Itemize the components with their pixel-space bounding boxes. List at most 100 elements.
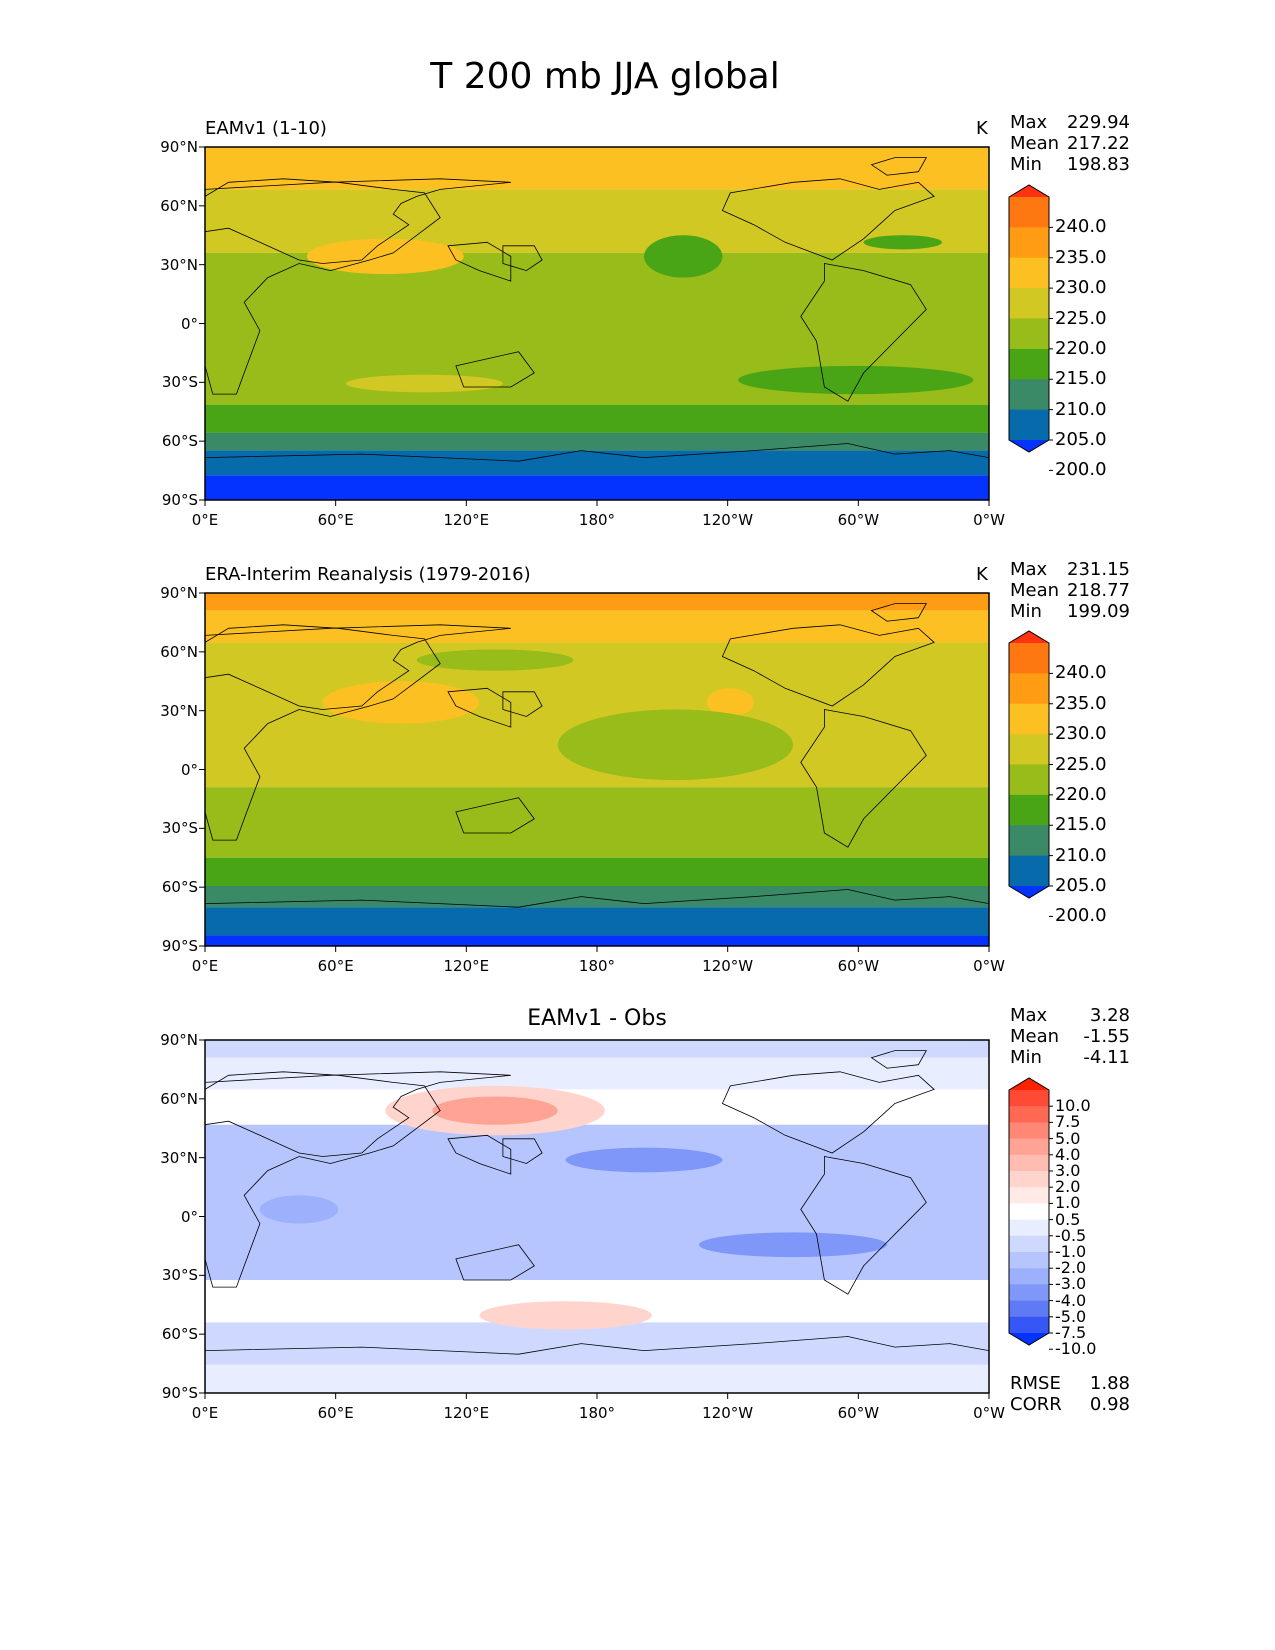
field-blob-south-pacific-cold-bias (698, 1232, 888, 1258)
colorbar-swatch (1009, 288, 1049, 319)
colorbar-tick-label: 230.0 (1055, 723, 1107, 745)
coastline (205, 889, 989, 946)
colorbar-tick-label: 200.0 (1055, 905, 1107, 927)
coastline (205, 178, 441, 395)
colorbar-swatch (1009, 825, 1049, 857)
lon-tick-label: 0°E (191, 957, 219, 975)
coastline (205, 178, 511, 264)
panel2-title: ERA-Interim Reanalysis (1979-2016) (205, 564, 531, 585)
panel1-mean-value: 217.22 (1067, 133, 1130, 154)
colorbar-tick-label: 4.0 (1055, 1144, 1081, 1164)
lat-tick-label: 60°S (161, 432, 198, 451)
colorbar-swatch (1009, 1300, 1049, 1318)
panel2-max-value: 231.15 (1067, 559, 1130, 580)
colorbar-swatch (1009, 1171, 1049, 1188)
coastline (800, 1156, 927, 1295)
panel1-units: K (976, 118, 988, 139)
colorbar-swatch (1009, 1268, 1049, 1285)
colorbar-swatch (1009, 734, 1049, 765)
colorbar-tick-label: 235.0 (1055, 692, 1107, 714)
coastline (800, 709, 927, 848)
lon-tick-label: 120°W (702, 957, 754, 975)
field-band (205, 475, 989, 500)
field-blob-southern-ocean-warm-bias (479, 1301, 652, 1330)
coastline (205, 624, 511, 710)
colorbar-swatch (1009, 197, 1049, 228)
lon-tick-label: 60°E (317, 511, 354, 529)
lat-tick-label: 30°S (161, 1266, 198, 1285)
lat-tick-label: 30°N (160, 1148, 198, 1167)
coastline (502, 691, 543, 717)
colorbar-tick-label: -3.0 (1055, 1274, 1087, 1294)
field-band (205, 907, 989, 936)
panel2-max-label: Max (1010, 559, 1048, 580)
field-band (205, 857, 989, 886)
panel2-min-value: 199.09 (1067, 601, 1130, 622)
colorbar-swatch (1009, 703, 1049, 735)
coastline (447, 687, 512, 728)
panel2-units: K (976, 564, 988, 585)
coastline (721, 624, 935, 707)
coastline (721, 178, 935, 261)
field-band (205, 935, 989, 946)
lat-tick-label: 30°S (161, 373, 198, 392)
colorbar-swatch (1009, 318, 1049, 350)
lat-tick-label: 30°N (160, 701, 198, 720)
coastline (502, 1138, 543, 1164)
colorbar-extend-top (1009, 1078, 1049, 1090)
colorbar-swatch (1009, 764, 1049, 796)
lon-tick-label: 120°E (443, 511, 490, 529)
corr-value: 0.98 (1089, 1394, 1130, 1415)
field-blob-tibetan-high (306, 238, 464, 275)
colorbar-swatch (1009, 1187, 1049, 1204)
panel2-mean-value: 218.77 (1067, 580, 1130, 601)
field-band (205, 1322, 989, 1365)
lat-tick-label: 60°N (160, 196, 198, 215)
field-blob-siberia-core (432, 1096, 558, 1125)
field-blob-north-pacific-low (644, 235, 723, 278)
coastline (205, 1071, 441, 1288)
lon-tick-label: 0°W (973, 511, 1005, 529)
coastline (455, 797, 535, 834)
colorbar-swatch (1009, 1122, 1049, 1140)
field-blob-south-atlantic-low (738, 365, 974, 395)
colorbar-swatch (1009, 1106, 1049, 1123)
field-band (205, 1364, 989, 1393)
coastline (205, 443, 989, 500)
panel1-min-label: Min (1010, 154, 1042, 175)
colorbar-swatch (1009, 643, 1049, 674)
lat-tick-label: 90°S (161, 937, 198, 955)
colorbar-swatch (1009, 1219, 1049, 1237)
map-model (199, 146, 990, 506)
colorbar-tick-label: 10.0 (1055, 1096, 1091, 1116)
lat-tick-label: 90°N (160, 138, 198, 156)
field-band (205, 432, 989, 451)
coastline (800, 263, 927, 402)
lat-tick-label: 30°N (160, 255, 198, 274)
colorbar-tick-label: -7.5 (1055, 1323, 1087, 1342)
coastline (870, 603, 927, 622)
coastline (870, 1050, 927, 1069)
colorbar-tick-label: 215.0 (1055, 368, 1107, 390)
colorbar-swatch (1009, 379, 1049, 411)
map-obs (199, 592, 990, 952)
lon-tick-label: 180° (578, 957, 616, 975)
panel3-mean-value: -1.55 (1083, 1026, 1130, 1047)
colorbar-diff (1008, 1077, 1053, 1350)
colorbar-tick-label: -5.0 (1055, 1306, 1087, 1326)
panel3-max-value: 3.28 (1089, 1005, 1130, 1026)
colorbar-swatch (1009, 1284, 1049, 1302)
coastline (870, 157, 927, 176)
colorbar-tick-label: -1.0 (1055, 1242, 1087, 1261)
colorbar-extend-top (1009, 631, 1049, 643)
field-blob-north-atlantic-low (863, 235, 942, 250)
colorbar-tick-label: 2.0 (1055, 1177, 1081, 1197)
colorbar-tick-label: -0.5 (1055, 1225, 1087, 1245)
coastline (205, 1336, 989, 1393)
field-band (205, 450, 989, 476)
lon-tick-label: 120°E (443, 957, 490, 975)
lon-tick-label: 60°E (317, 957, 354, 975)
lat-tick-label: 90°N (160, 584, 198, 602)
colorbar-extend-bottom (1009, 886, 1049, 898)
